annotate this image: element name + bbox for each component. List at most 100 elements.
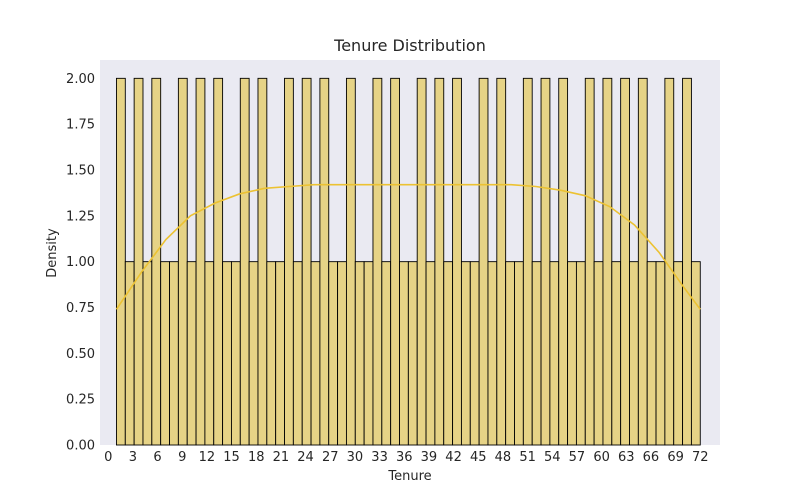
- x-tick-label: 0: [104, 450, 112, 465]
- chart-title: Tenure Distribution: [333, 36, 486, 55]
- histogram-bar: [177, 77, 188, 446]
- histogram-bar: [301, 77, 312, 446]
- histogram-bar: [434, 77, 445, 446]
- histogram-bar: [248, 261, 259, 446]
- kde-line: [115, 183, 701, 310]
- histogram-bar: [425, 261, 436, 446]
- x-tick-label: 9: [178, 450, 186, 465]
- x-tick-label: 30: [347, 450, 364, 465]
- histogram-bar: [629, 261, 639, 446]
- histogram-bar: [558, 77, 569, 446]
- histogram-bar: [514, 261, 524, 446]
- x-tick-label: 54: [544, 450, 561, 465]
- histogram-bar: [682, 77, 692, 446]
- histogram-bar: [522, 77, 533, 446]
- histogram-bar: [354, 261, 365, 446]
- histogram-bar: [186, 261, 197, 446]
- x-tick-label: 51: [519, 450, 536, 465]
- histogram-bar: [169, 261, 179, 446]
- histogram-bar: [292, 261, 303, 446]
- histogram-bar: [142, 261, 153, 446]
- histogram-bar: [469, 261, 480, 446]
- histogram-bar: [646, 261, 657, 446]
- x-tick-label: 24: [297, 450, 314, 465]
- histogram-bar: [372, 77, 383, 446]
- histogram-bar: [452, 77, 462, 446]
- y-tick-label: 0.50: [66, 347, 95, 362]
- y-tick-label: 1.50: [66, 164, 95, 179]
- y-tick-label: 0.75: [66, 301, 95, 316]
- x-tick-label: 45: [470, 450, 487, 465]
- histogram-bar: [487, 261, 498, 446]
- y-tick-label: 2.00: [66, 72, 95, 87]
- histogram-bar: [673, 261, 684, 446]
- x-tick-label: 69: [667, 450, 684, 465]
- histogram-bar: [690, 261, 701, 446]
- x-tick-label: 39: [421, 450, 438, 465]
- histogram-bar: [195, 77, 206, 446]
- histogram-bar: [593, 261, 604, 446]
- x-tick-label: 27: [322, 450, 339, 465]
- histogram-bar: [460, 261, 471, 446]
- x-tick-label: 42: [445, 450, 462, 465]
- x-tick-label: 15: [223, 450, 240, 465]
- y-tick-label: 1.75: [66, 118, 95, 133]
- histogram-bar: [204, 261, 215, 446]
- histogram-bar: [390, 77, 400, 446]
- histogram-bar: [416, 77, 427, 446]
- x-tick-label: 21: [273, 450, 290, 465]
- histogram-bar: [478, 77, 489, 446]
- histogram-bar: [399, 261, 409, 446]
- histogram-bar: [133, 77, 144, 446]
- histogram-bar: [540, 77, 551, 446]
- x-tick-label: 48: [495, 450, 512, 465]
- histogram-bar: [319, 77, 330, 446]
- histogram-bar: [213, 77, 224, 446]
- histogram-bar: [257, 77, 268, 446]
- x-tick-label: 18: [248, 450, 265, 465]
- x-tick-label: 63: [618, 450, 635, 465]
- histogram-bar: [549, 261, 560, 446]
- x-tick-label: 66: [643, 450, 660, 465]
- histogram-bar: [381, 261, 392, 446]
- histogram-bar: [266, 261, 277, 446]
- histogram-bar: [655, 261, 666, 446]
- histogram-bar: [567, 261, 577, 446]
- x-tick-label: 33: [371, 450, 388, 465]
- histogram-bar: [637, 77, 648, 446]
- x-tick-label: 3: [129, 450, 137, 465]
- y-tick-label: 0.25: [66, 393, 95, 408]
- x-tick-label: 12: [199, 450, 216, 465]
- histogram-bar: [115, 77, 126, 446]
- histogram-bar: [160, 261, 170, 446]
- histogram-bar: [363, 261, 374, 446]
- histogram-bar: [496, 77, 507, 446]
- histogram-bar: [310, 261, 321, 446]
- y-tick-label: 1.00: [66, 255, 95, 270]
- bars-layer: [115, 77, 701, 446]
- histogram-bar: [531, 261, 542, 446]
- histogram-bar: [230, 261, 241, 446]
- histogram-bar: [575, 261, 586, 446]
- histogram-bar: [239, 77, 250, 446]
- y-tick-label: 1.25: [66, 209, 95, 224]
- histogram-bar: [505, 261, 515, 446]
- histogram-bar: [443, 261, 454, 446]
- histogram-bar: [345, 77, 356, 446]
- histogram-bar: [337, 261, 347, 446]
- histogram-bar: [611, 261, 622, 446]
- histogram-bar: [620, 77, 630, 446]
- x-tick-label: 57: [569, 450, 586, 465]
- histogram-bar: [284, 77, 294, 446]
- x-tick-label: 36: [396, 450, 413, 465]
- histogram-bar: [151, 77, 162, 446]
- histogram-bar: [222, 261, 232, 446]
- y-axis-label: Density: [45, 228, 60, 278]
- histogram-bar: [275, 261, 285, 446]
- histogram-bar: [602, 77, 613, 446]
- histogram-bar: [407, 261, 418, 446]
- histogram-bar: [584, 77, 595, 446]
- x-tick-label: 6: [153, 450, 161, 465]
- x-tick-label: 60: [593, 450, 610, 465]
